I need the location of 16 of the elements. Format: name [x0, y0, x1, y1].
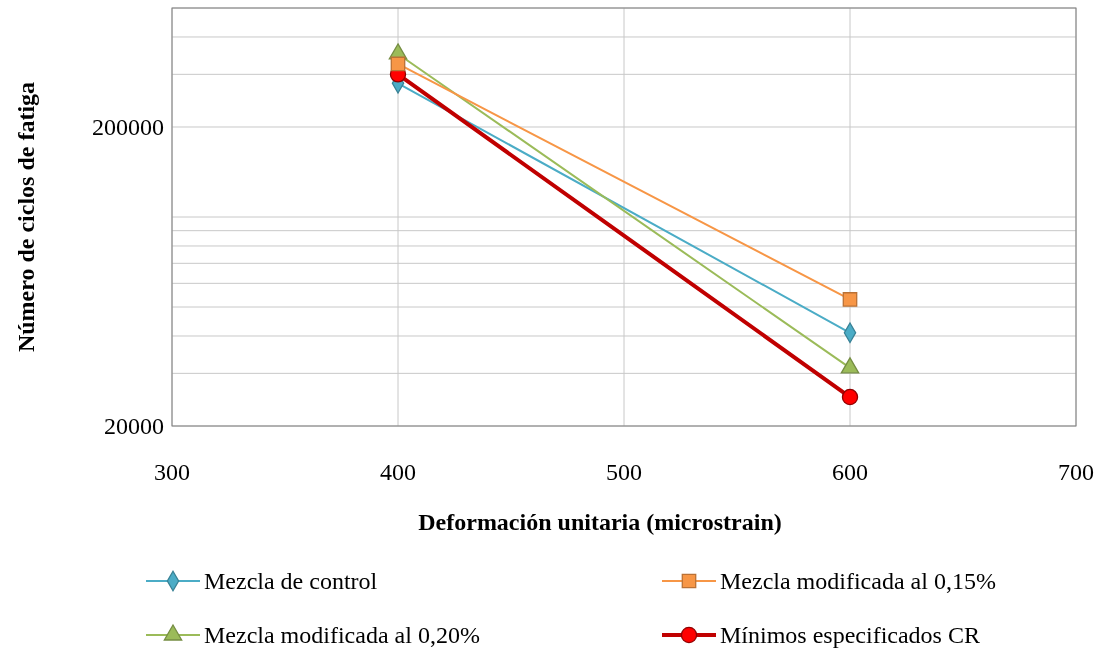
x-tick-label: 300 — [154, 459, 190, 485]
legend-label: Mezcla modificada al 0,20% — [204, 622, 480, 649]
legend-label: Mezcla modificada al 0,15% — [720, 568, 996, 595]
point — [841, 388, 859, 406]
y-tick-label: 200000 — [92, 114, 164, 141]
x-tick-label: 400 — [380, 459, 416, 485]
point — [842, 292, 858, 307]
x-tick-label: 600 — [832, 459, 868, 485]
x-axis-title: Deformación unitaria (microstrain) — [418, 509, 782, 535]
y-tick-label: 20000 — [104, 413, 164, 440]
point — [390, 56, 406, 72]
legend-label: Mezcla de control — [204, 568, 378, 595]
x-tick-label: 700 — [1058, 459, 1094, 485]
x-tick-label: 500 — [606, 459, 642, 485]
legend-label: Mínimos especificados CR — [720, 622, 980, 649]
y-axis-title: Número de ciclos de fatiga — [13, 81, 39, 353]
